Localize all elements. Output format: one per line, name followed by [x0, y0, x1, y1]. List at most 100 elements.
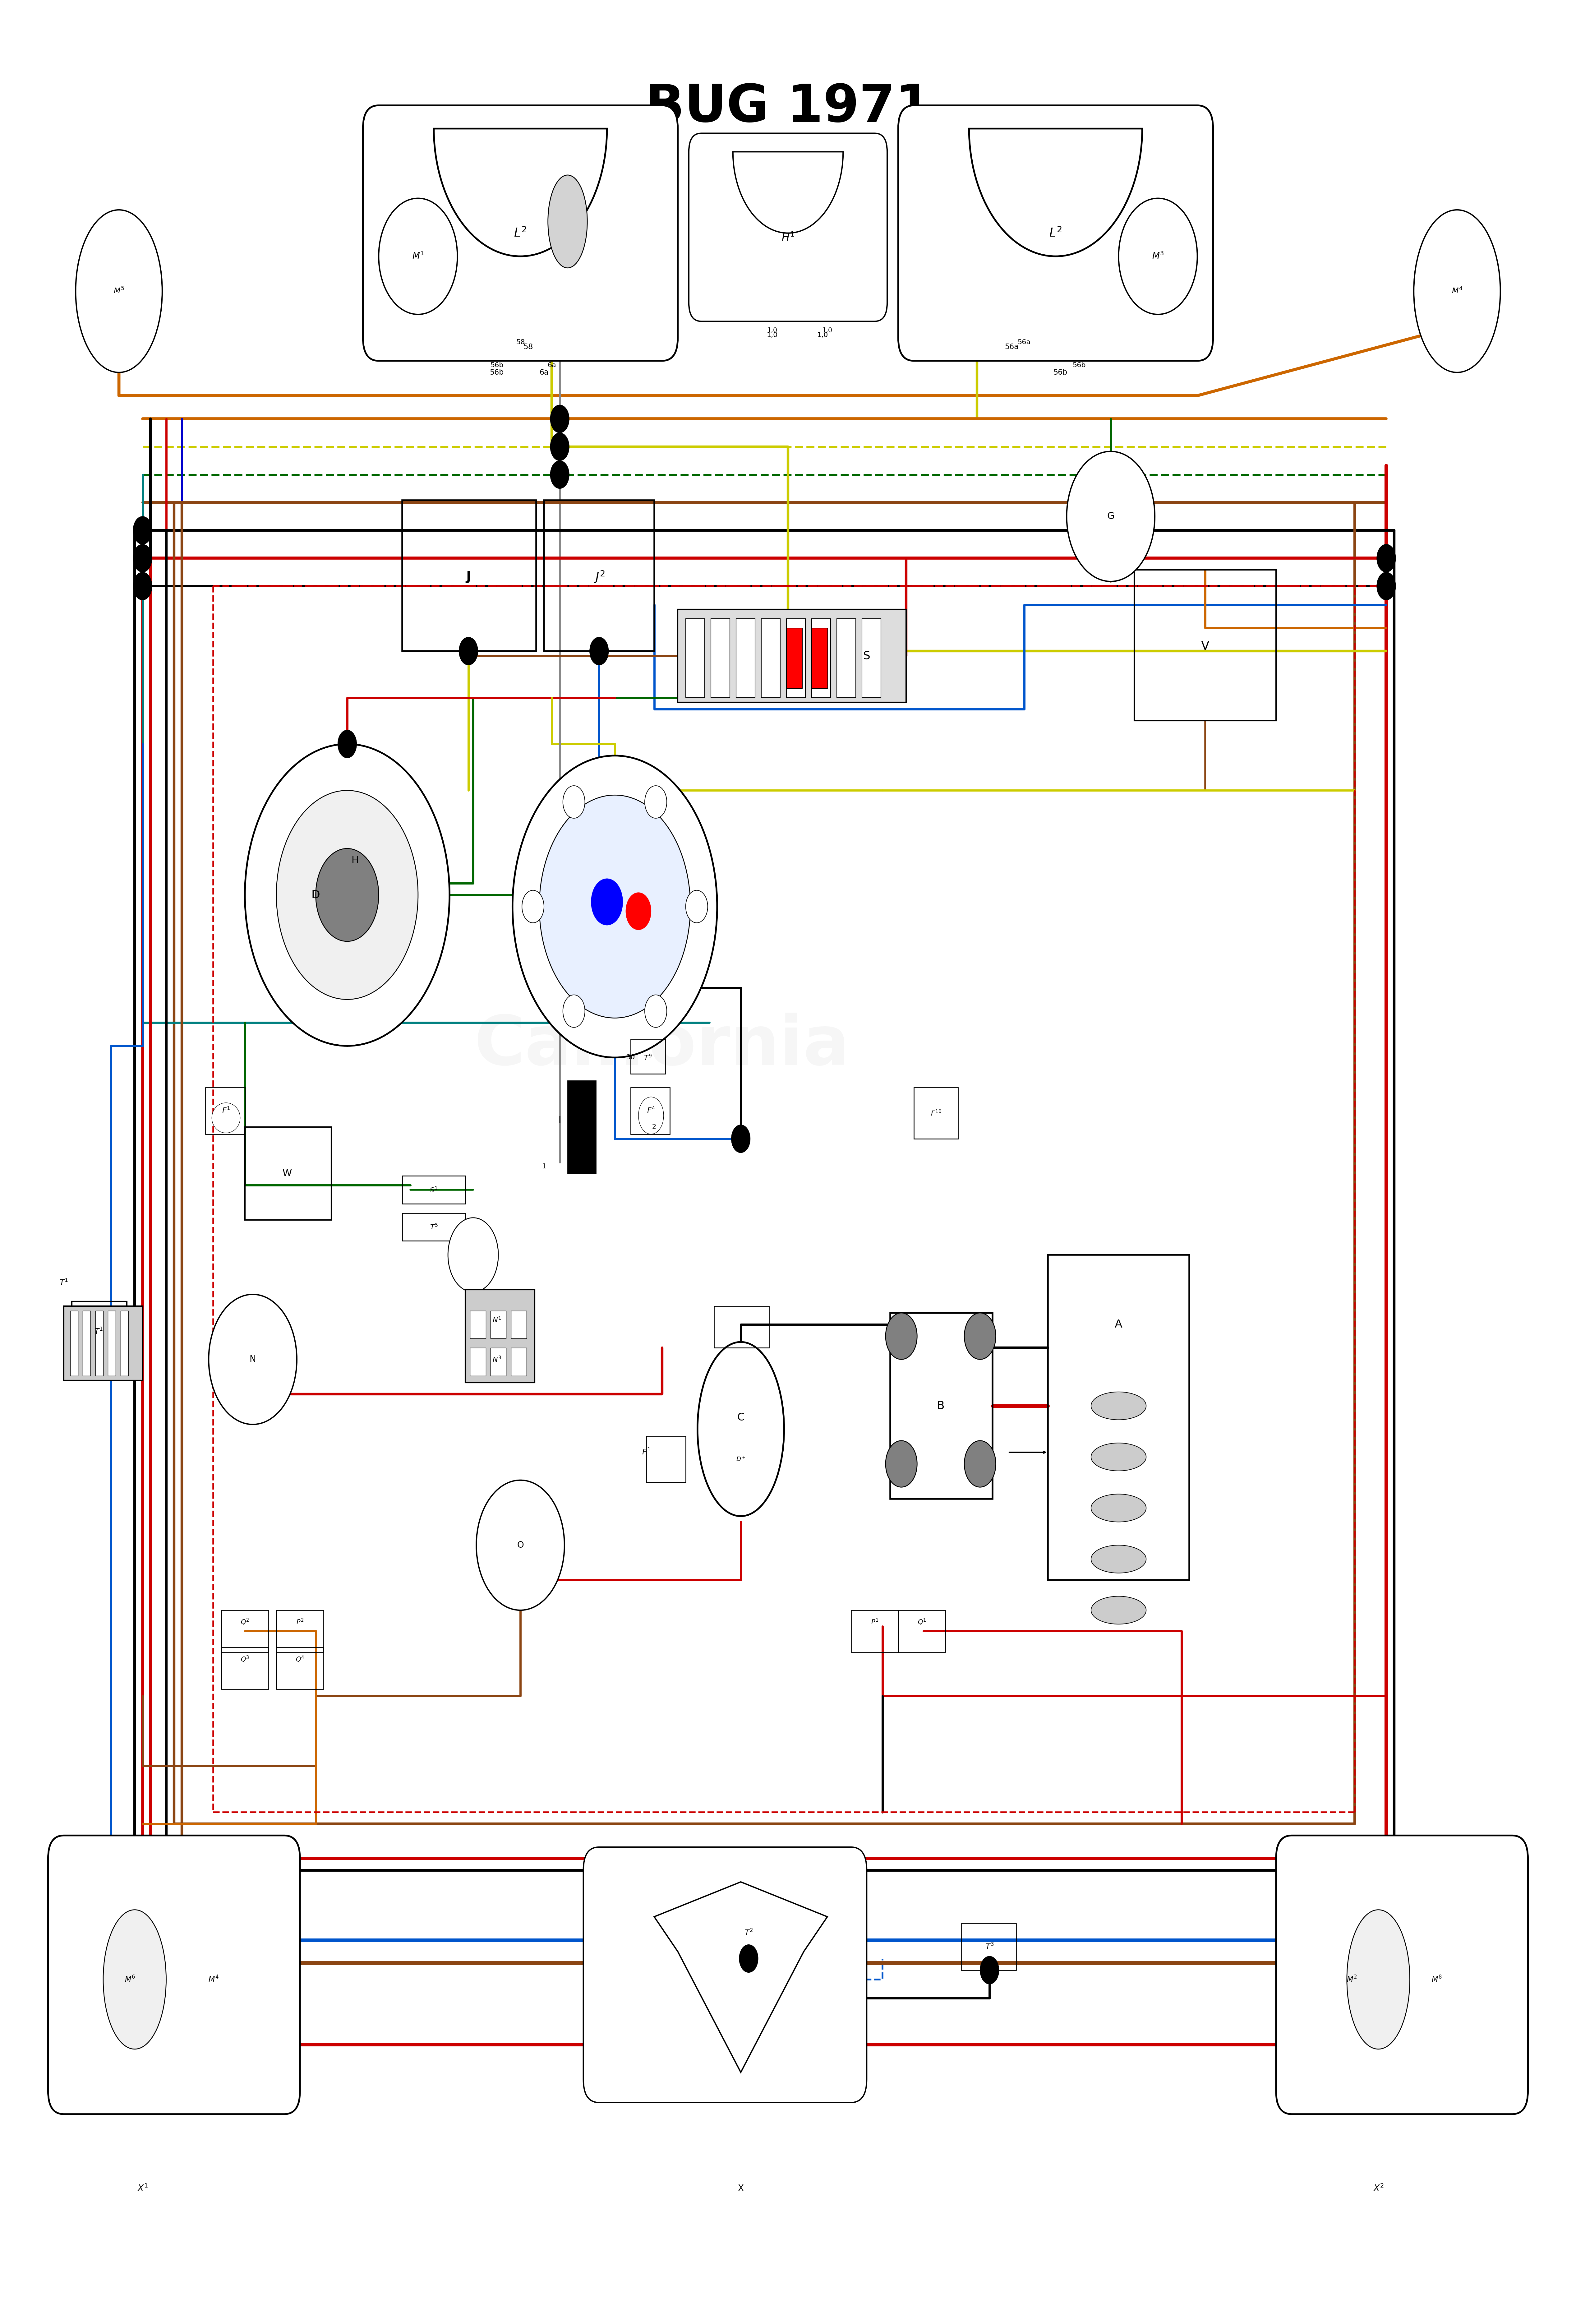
Text: $L^2$: $L^2$: [514, 228, 526, 239]
Bar: [221, 1648, 268, 1690]
Bar: [82, 1311, 90, 1376]
Text: $T^1$: $T^1$: [95, 1327, 102, 1336]
Text: $T^2$: $T^2$: [744, 1929, 753, 1938]
Ellipse shape: [1347, 1910, 1411, 2050]
Circle shape: [1377, 544, 1396, 572]
Bar: [630, 1039, 665, 1074]
Text: N: N: [249, 1355, 255, 1364]
Text: I: I: [558, 1116, 561, 1125]
Text: 56a: 56a: [1004, 344, 1018, 351]
Ellipse shape: [1414, 209, 1500, 372]
Bar: [120, 1311, 128, 1376]
Circle shape: [1119, 198, 1198, 314]
Circle shape: [448, 1218, 498, 1292]
Text: 1,0: 1,0: [768, 332, 777, 339]
Circle shape: [315, 848, 378, 941]
Bar: [851, 1611, 898, 1652]
Bar: [717, 1908, 780, 1959]
Bar: [914, 1088, 958, 1139]
Bar: [221, 1611, 268, 1652]
Text: 2: 2: [652, 1125, 656, 1129]
Circle shape: [731, 1125, 750, 1153]
Text: 6a: 6a: [539, 370, 548, 376]
Bar: [109, 1357, 117, 1371]
Text: O: O: [517, 1541, 523, 1550]
Text: $M^4$: $M^4$: [1451, 286, 1463, 295]
Bar: [402, 1213, 465, 1241]
Circle shape: [563, 786, 585, 818]
Circle shape: [645, 995, 667, 1027]
Bar: [961, 1924, 1017, 1971]
Text: $M^4$: $M^4$: [208, 1975, 219, 1985]
Circle shape: [459, 637, 478, 665]
Polygon shape: [654, 1882, 827, 2073]
Text: $M^1$: $M^1$: [411, 251, 424, 260]
Text: 1,0: 1,0: [823, 328, 832, 335]
Circle shape: [965, 1313, 996, 1360]
Bar: [761, 618, 780, 697]
Text: $H^1$: $H^1$: [782, 232, 794, 244]
Circle shape: [739, 1945, 758, 1973]
Bar: [276, 1648, 323, 1690]
Text: $N^3$: $N^3$: [492, 1355, 501, 1364]
Text: 56b: 56b: [1073, 363, 1086, 370]
Text: 1: 1: [542, 1164, 545, 1169]
Text: California: California: [474, 1013, 849, 1078]
Bar: [71, 1301, 126, 1360]
Text: 56a: 56a: [1018, 339, 1031, 346]
Text: $M^5$: $M^5$: [113, 286, 125, 295]
Bar: [87, 1357, 95, 1371]
Bar: [1135, 569, 1277, 720]
Bar: [786, 627, 802, 688]
Circle shape: [563, 995, 585, 1027]
Circle shape: [550, 404, 569, 432]
Ellipse shape: [102, 1910, 165, 2050]
Bar: [714, 1306, 769, 1348]
Text: $F^1$: $F^1$: [641, 1448, 651, 1457]
Bar: [205, 1088, 244, 1134]
Bar: [470, 1311, 485, 1339]
Ellipse shape: [1091, 1443, 1146, 1471]
Text: 1,0: 1,0: [816, 332, 827, 339]
Text: B: B: [936, 1401, 944, 1411]
Bar: [544, 500, 654, 651]
Bar: [890, 1313, 993, 1499]
Text: $T^9$: $T^9$: [645, 1053, 652, 1062]
Text: 1,0: 1,0: [768, 328, 777, 335]
Bar: [402, 1176, 465, 1204]
Text: W: W: [282, 1169, 292, 1178]
Ellipse shape: [698, 1341, 785, 1515]
Text: C: C: [738, 1413, 744, 1422]
Text: 15: 15: [572, 1143, 580, 1148]
Bar: [465, 1290, 534, 1383]
Ellipse shape: [211, 1104, 240, 1134]
Text: $Q^4$: $Q^4$: [296, 1655, 304, 1664]
Circle shape: [886, 1313, 917, 1360]
Text: $Q^3$: $Q^3$: [241, 1655, 249, 1664]
Bar: [898, 1611, 946, 1652]
Ellipse shape: [76, 209, 162, 372]
Text: $S^1$: $S^1$: [430, 1185, 438, 1195]
Wedge shape: [733, 151, 843, 232]
Text: BUG 1971: BUG 1971: [645, 81, 931, 132]
Text: $P^1$: $P^1$: [872, 1618, 878, 1627]
Circle shape: [522, 890, 544, 923]
Text: $X^2$: $X^2$: [1373, 2185, 1384, 2194]
Bar: [837, 618, 856, 697]
Ellipse shape: [1091, 1392, 1146, 1420]
Bar: [490, 1311, 506, 1339]
FancyBboxPatch shape: [362, 105, 678, 360]
Circle shape: [591, 878, 623, 925]
Text: J: J: [466, 569, 471, 583]
Text: $M^8$: $M^8$: [1431, 1975, 1442, 1985]
Ellipse shape: [1091, 1545, 1146, 1573]
Text: 56b: 56b: [1053, 370, 1067, 376]
Circle shape: [965, 1441, 996, 1487]
Circle shape: [980, 1957, 999, 1985]
Text: 58: 58: [515, 339, 525, 346]
Text: H: H: [351, 855, 359, 865]
Text: S: S: [864, 651, 870, 660]
Circle shape: [1377, 572, 1396, 600]
Bar: [686, 618, 704, 697]
Circle shape: [337, 730, 356, 758]
